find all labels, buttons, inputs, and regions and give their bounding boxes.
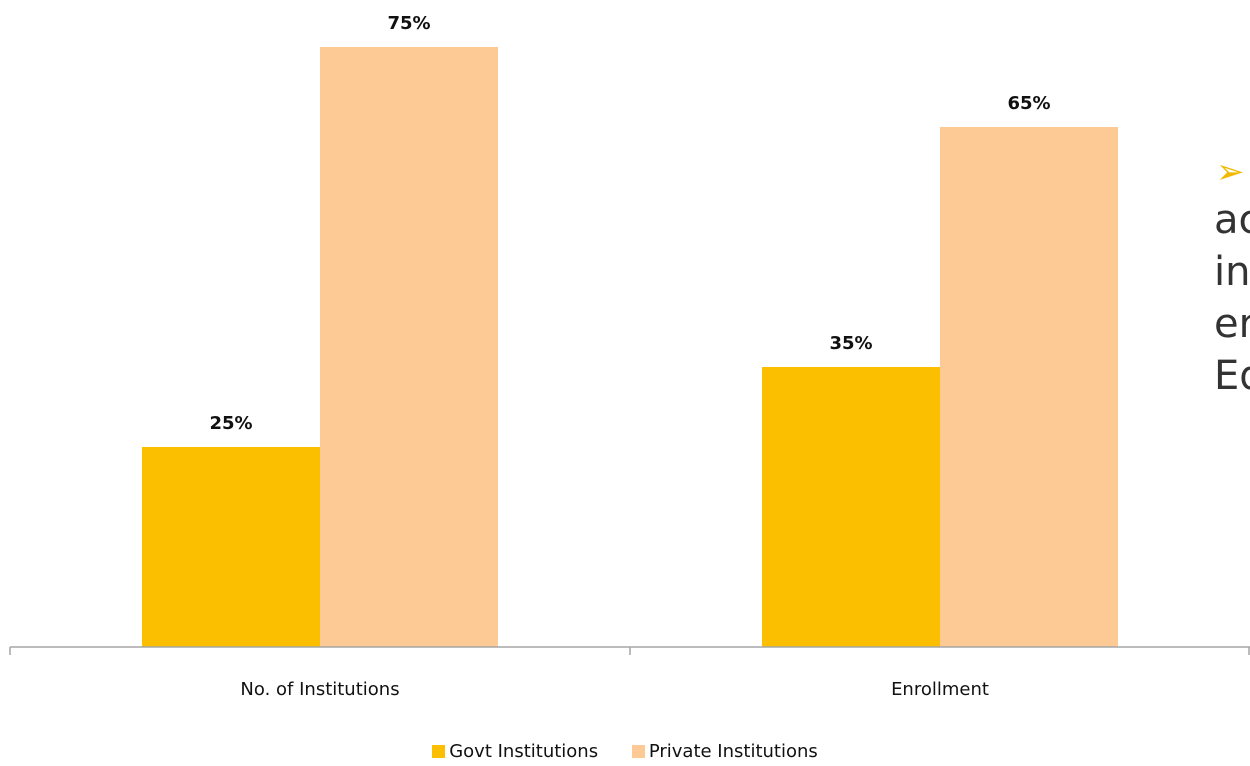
arrow-bullet-icon: ➢ [1216,152,1245,192]
legend-item-private: Private Institutions [631,741,818,762]
bar-chart: 25% 75% No. of Institutions 35% 65% Enrollmen… [9,13,1250,700]
side-text-line-4: Ed [1214,353,1250,399]
bar-private-1 [320,47,498,647]
side-text-line-1: ac [1214,197,1250,243]
chart-legend: Govt Institutions Private Institutions [0,742,1250,762]
side-text-line-3: er [1214,301,1250,347]
bar-govt-2 [762,367,940,647]
data-label-private-2: 65% [1007,93,1050,114]
side-text-line-2: in [1214,249,1250,295]
legend-label-private: Private Institutions [648,741,818,762]
legend-label-govt: Govt Institutions [449,741,599,762]
data-label-govt-2: 35% [829,333,872,354]
bar-govt-1 [142,447,320,647]
x-axis [9,646,1250,655]
bars-group [142,47,1118,647]
labels-group: 25% 75% No. of Institutions 35% 65% Enrollmen… [209,13,1050,700]
legend-swatch-govt [432,745,446,758]
legend-item-govt: Govt Institutions [432,742,598,762]
data-label-govt-1: 25% [209,413,252,434]
legend-swatch-private [631,745,645,758]
category-label-2: Enrollment [891,679,989,700]
data-label-private-1: 75% [387,13,430,34]
category-label-1: No. of Institutions [240,679,399,700]
bar-private-2 [940,127,1118,647]
side-bullet-text: ➢ ac in er Ed [1214,150,1250,402]
